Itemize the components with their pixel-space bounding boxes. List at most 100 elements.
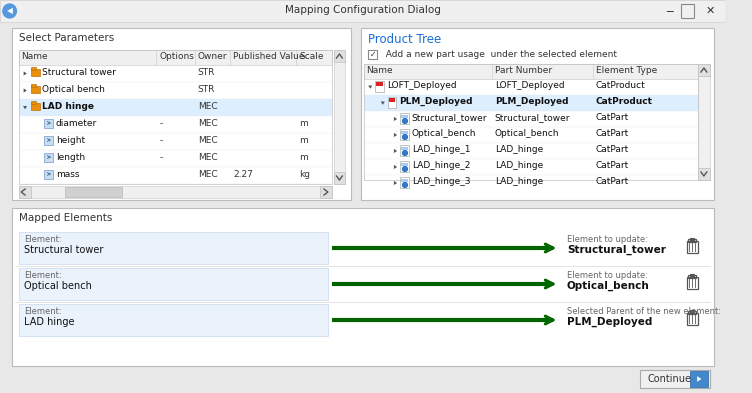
Text: LAD_hinge_3: LAD_hinge_3: [412, 177, 470, 186]
Bar: [20, 150, 332, 167]
Bar: [365, 175, 698, 183]
Text: LOFT_Deployed: LOFT_Deployed: [495, 81, 564, 90]
Text: CatPart: CatPart: [596, 177, 629, 186]
Text: CatProduct: CatProduct: [596, 97, 653, 106]
Bar: [687, 241, 698, 253]
Bar: [20, 186, 31, 198]
Bar: [687, 313, 698, 325]
Text: Element:: Element:: [24, 235, 62, 244]
Text: Part Number: Part Number: [495, 66, 552, 75]
Text: ─: ─: [666, 6, 672, 16]
Bar: [65, 187, 123, 197]
Text: LAD hinge: LAD hinge: [42, 102, 95, 111]
Bar: [365, 64, 698, 180]
Text: ✕: ✕: [706, 6, 715, 16]
Text: Structural_tower: Structural_tower: [495, 113, 570, 122]
Text: m: m: [299, 153, 308, 162]
Text: m: m: [299, 119, 308, 128]
Text: ◀: ◀: [7, 7, 13, 15]
Text: Name: Name: [21, 52, 48, 61]
Text: diameter: diameter: [56, 119, 97, 128]
Bar: [20, 232, 328, 264]
Bar: [689, 239, 696, 242]
Text: MEC: MEC: [198, 119, 217, 128]
Text: Structural tower: Structural tower: [24, 245, 104, 255]
Bar: [401, 163, 408, 166]
Text: mass: mass: [56, 170, 80, 179]
Bar: [400, 161, 409, 172]
Text: Add a new part usage  under the selected element: Add a new part usage under the selected …: [380, 50, 617, 59]
Bar: [365, 111, 698, 127]
Bar: [20, 268, 328, 300]
Bar: [690, 310, 694, 312]
Text: CatPart: CatPart: [596, 113, 629, 122]
Bar: [20, 116, 332, 133]
Text: Element Type: Element Type: [596, 66, 657, 75]
Bar: [389, 98, 396, 102]
Bar: [44, 136, 53, 145]
Text: Scale: Scale: [299, 52, 323, 61]
Bar: [44, 153, 53, 162]
Text: LAD_hinge_1: LAD_hinge_1: [412, 145, 470, 154]
Bar: [375, 81, 384, 92]
Polygon shape: [381, 101, 385, 105]
Bar: [365, 64, 698, 79]
Bar: [334, 50, 345, 62]
Bar: [681, 4, 694, 18]
Text: Mapping Configuration Dialog: Mapping Configuration Dialog: [284, 5, 441, 15]
Bar: [640, 370, 710, 388]
Text: MEC: MEC: [198, 170, 217, 179]
Bar: [400, 177, 409, 188]
Text: LAD hinge: LAD hinge: [24, 317, 74, 327]
Bar: [31, 67, 35, 70]
Text: Structural_tower: Structural_tower: [412, 113, 487, 122]
Text: CatPart: CatPart: [596, 161, 629, 170]
Bar: [20, 167, 332, 184]
Text: Element:: Element:: [24, 271, 62, 280]
Text: STR: STR: [198, 85, 215, 94]
Polygon shape: [394, 181, 397, 185]
Bar: [365, 79, 698, 95]
Bar: [698, 64, 710, 180]
Bar: [376, 82, 383, 86]
Bar: [31, 103, 40, 110]
Polygon shape: [23, 106, 27, 109]
Bar: [320, 186, 332, 198]
Circle shape: [402, 167, 408, 171]
Bar: [20, 82, 332, 99]
Bar: [44, 170, 53, 179]
Bar: [31, 86, 40, 93]
Bar: [401, 131, 408, 134]
Text: LAD_hinge_2: LAD_hinge_2: [412, 161, 470, 170]
Bar: [20, 133, 332, 150]
Polygon shape: [394, 133, 397, 137]
Text: PLM_Deployed: PLM_Deployed: [495, 97, 569, 106]
Text: Product Tree: Product Tree: [368, 33, 441, 46]
Polygon shape: [697, 376, 702, 382]
Text: Mapped Elements: Mapped Elements: [20, 213, 113, 223]
Text: CatPart: CatPart: [596, 129, 629, 138]
Text: LAD_hinge: LAD_hinge: [495, 161, 543, 170]
Text: PLM_Deployed: PLM_Deployed: [399, 97, 473, 106]
Polygon shape: [23, 88, 27, 93]
Bar: [365, 127, 698, 143]
Bar: [690, 274, 694, 276]
Bar: [20, 304, 328, 336]
Text: LAD_hinge: LAD_hinge: [495, 145, 543, 154]
Bar: [20, 50, 332, 184]
Text: -: -: [159, 153, 162, 162]
Circle shape: [402, 182, 408, 187]
Bar: [0, 0, 725, 22]
Text: CatPart: CatPart: [596, 145, 629, 154]
Bar: [20, 186, 332, 198]
Bar: [361, 28, 714, 200]
Circle shape: [402, 119, 408, 123]
Text: Structural_tower: Structural_tower: [567, 245, 666, 255]
Bar: [400, 145, 409, 156]
Bar: [365, 143, 698, 159]
Text: MEC: MEC: [198, 102, 217, 111]
Text: height: height: [56, 136, 85, 145]
Bar: [11, 208, 714, 366]
Polygon shape: [394, 165, 397, 169]
Circle shape: [3, 4, 17, 18]
